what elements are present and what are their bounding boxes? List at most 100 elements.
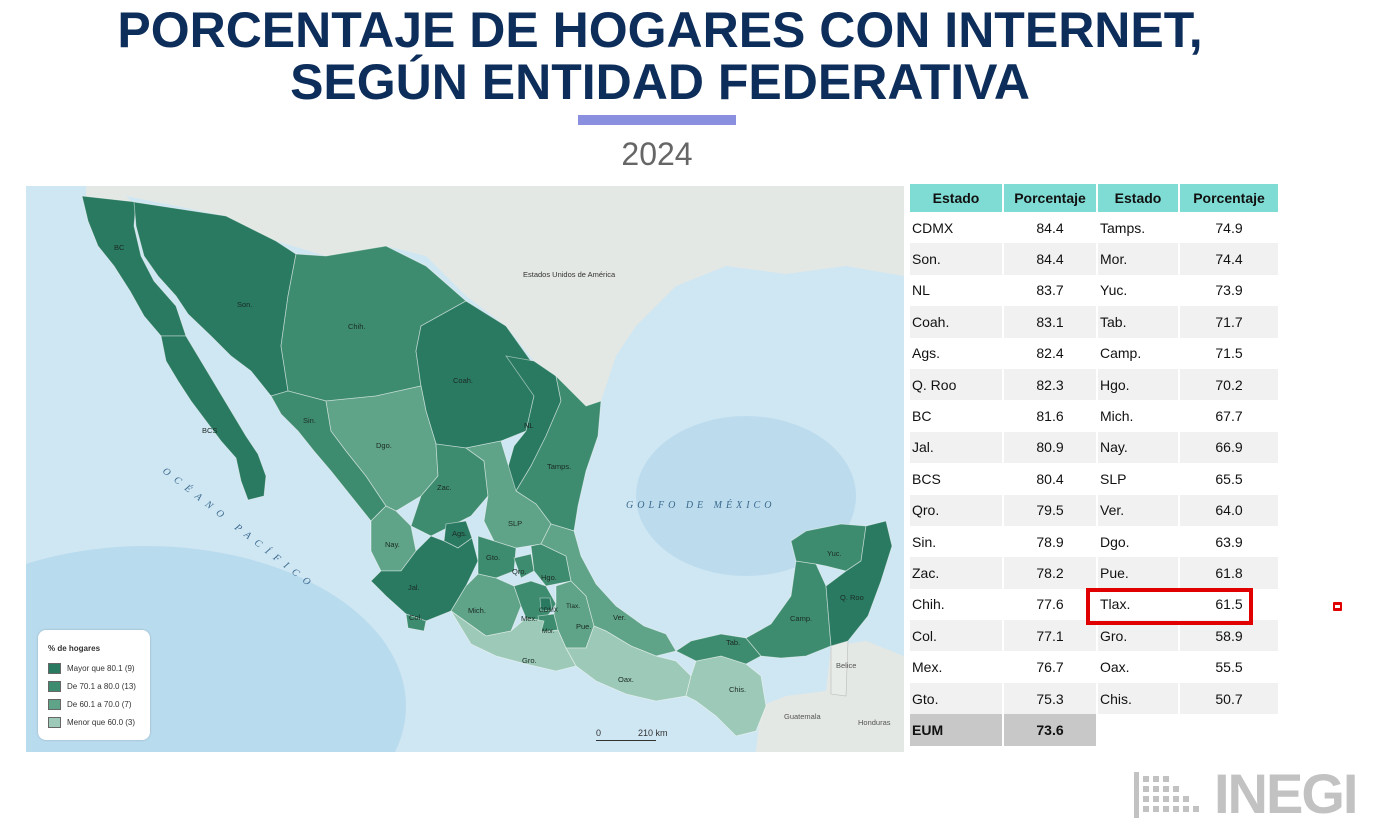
state-name-cell: Tab. — [1097, 306, 1180, 338]
map-label-col: Col. — [409, 613, 422, 622]
inegi-logo: INEGI — [1134, 764, 1370, 824]
map-label-qroo: Q. Roo — [840, 593, 864, 602]
map-label-usa: Estados Unidos de América — [523, 270, 616, 279]
map-label-dgo: Dgo. — [376, 441, 392, 450]
table-row: CDMX 84.4 Tamps. 74.9 — [910, 212, 1280, 244]
percentage-cell: 74.9 — [1179, 212, 1280, 244]
percentage-cell: 61.8 — [1179, 557, 1280, 589]
percentage-cell: 83.1 — [1003, 306, 1098, 338]
column-header: Estado — [1097, 184, 1180, 212]
percentage-cell: 79.5 — [1003, 494, 1098, 526]
state-bcs — [160, 335, 267, 501]
table-row: Mex. 76.7 Oax. 55.5 — [910, 651, 1280, 683]
percentage-cell: 74.4 — [1179, 243, 1280, 275]
table-row: Jal. 80.9 Nay. 66.9 — [910, 431, 1280, 464]
legend-item: Menor que 60.0 (3) — [48, 716, 135, 728]
percentage-cell: 61.5 — [1179, 588, 1280, 621]
state-name-cell: NL — [910, 274, 1004, 307]
legend-item: De 70.1 a 80.0 (13) — [48, 680, 136, 692]
state-name-cell: Zac. — [910, 557, 1004, 589]
map-label-coah: Coah. — [453, 376, 473, 385]
title-line-2: SEGÚN ENTIDAD FEDERATIVA — [290, 54, 1030, 110]
percentage-cell: 77.6 — [1003, 588, 1098, 621]
percentage-cell: 64.0 — [1179, 494, 1280, 526]
state-name-cell: Dgo. — [1097, 525, 1180, 558]
percentage-cell: 78.9 — [1003, 525, 1098, 558]
percentage-cell: 66.9 — [1179, 431, 1280, 464]
legend-item: Mayor que 80.1 (9) — [48, 662, 135, 674]
map-label-hgo: Hgo. — [541, 573, 557, 582]
percentage-cell: 71.7 — [1179, 306, 1280, 338]
map-label-ags: Ags. — [452, 529, 467, 538]
year-label: 2024 — [621, 136, 693, 172]
map-legend: % de hogares Mayor que 80.1 (9) De 70.1 … — [38, 630, 150, 740]
state-name-cell: Nay. — [1097, 431, 1180, 464]
state-name-cell: Jal. — [910, 431, 1004, 464]
map-label-pue: Pue. — [576, 622, 591, 631]
map-label-honduras: Honduras — [858, 718, 891, 727]
state-name-cell: Tamps. — [1097, 212, 1180, 244]
map-label-nay: Nay. — [385, 540, 400, 549]
inegi-logo-dots-icon — [1134, 772, 1199, 818]
state-name-cell: Tlax. — [1097, 588, 1180, 621]
state-name-cell: Chih. — [910, 588, 1004, 621]
percentage-cell: 81.6 — [1003, 400, 1098, 432]
legend-swatch — [48, 716, 61, 728]
map-label-son: Son. — [237, 300, 252, 309]
map-label-gto: Gto. — [486, 553, 500, 562]
table-row: Coah. 83.1 Tab. 71.7 — [910, 306, 1280, 338]
table-row: Q. Roo 82.3 Hgo. 70.2 — [910, 368, 1280, 401]
table-row: Qro. 79.5 Ver. 64.0 — [910, 494, 1280, 526]
legend-item: De 60.1 a 70.0 (7) — [48, 698, 131, 710]
state-name-cell: Yuc. — [1097, 274, 1180, 307]
slide-marker-icon — [1333, 602, 1342, 611]
map-label-tab: Tab. — [726, 638, 740, 647]
state-name-cell: Camp. — [1097, 337, 1180, 369]
table-row: Sin. 78.9 Dgo. 63.9 — [910, 525, 1280, 558]
scale-end-label: 210 km — [638, 728, 668, 738]
legend-swatch — [48, 662, 61, 674]
scale-line — [596, 740, 656, 741]
map-canvas: BC Son. Chih. Coah. NL Tamps. BCS Sin. D… — [26, 186, 904, 752]
map-label-gulf: GOLFO DE MÉXICO — [626, 499, 775, 511]
map-label-tamps: Tamps. — [547, 462, 571, 471]
central-america-land — [756, 641, 904, 752]
state-name-cell: Mex. — [910, 651, 1004, 683]
table-row: BCS 80.4 SLP 65.5 — [910, 463, 1280, 495]
map-label-oax: Oax. — [618, 675, 634, 684]
state-oax — [565, 625, 692, 702]
percentage-cell: 78.2 — [1003, 557, 1098, 589]
legend-swatch — [48, 680, 61, 692]
percentage-cell: 77.1 — [1003, 620, 1098, 652]
table-row: BC 81.6 Mich. 67.7 — [910, 400, 1280, 432]
table-row: NL 83.7 Yuc. 73.9 — [910, 274, 1280, 307]
percentage-cell: 82.4 — [1003, 337, 1098, 369]
state-name-cell: Mor. — [1097, 243, 1180, 275]
title-accent-bar — [578, 115, 736, 125]
state-regions — [81, 195, 893, 737]
state-name-cell: Son. — [910, 243, 1004, 275]
percentage-cell: 80.4 — [1003, 463, 1098, 495]
map-label-nl: NL — [524, 421, 534, 430]
state-cdmx — [539, 597, 553, 612]
state-col — [405, 613, 427, 632]
map-label-camp: Camp. — [790, 614, 812, 623]
state-name-cell: BC — [910, 400, 1004, 432]
map-label-belize: Belice — [836, 661, 856, 670]
map-label-chis: Chis. — [729, 685, 746, 694]
state-name-cell: Gto. — [910, 682, 1004, 715]
total-value-cell: 73.6 — [1003, 714, 1098, 746]
percentage-cell: 73.9 — [1179, 274, 1280, 307]
state-gro — [450, 610, 577, 672]
state-name-cell: Oax. — [1097, 651, 1180, 683]
legend-swatch — [48, 698, 61, 710]
legend-title: % de hogares — [48, 644, 101, 653]
percentage-cell: 50.7 — [1179, 682, 1280, 715]
column-header: Estado — [910, 184, 1004, 212]
table-row: Zac. 78.2 Pue. 61.8 — [910, 557, 1280, 589]
map-label-guatemala: Guatemala — [784, 712, 822, 721]
state-name-cell: Ags. — [910, 337, 1004, 369]
map-label-yuc: Yuc. — [827, 549, 842, 558]
total-label-cell: EUM — [910, 714, 1004, 746]
table-body: CDMX 84.4 Tamps. 74.9 Son. 84.4 Mor. 74.4 NL 83.7… — [910, 212, 1280, 746]
